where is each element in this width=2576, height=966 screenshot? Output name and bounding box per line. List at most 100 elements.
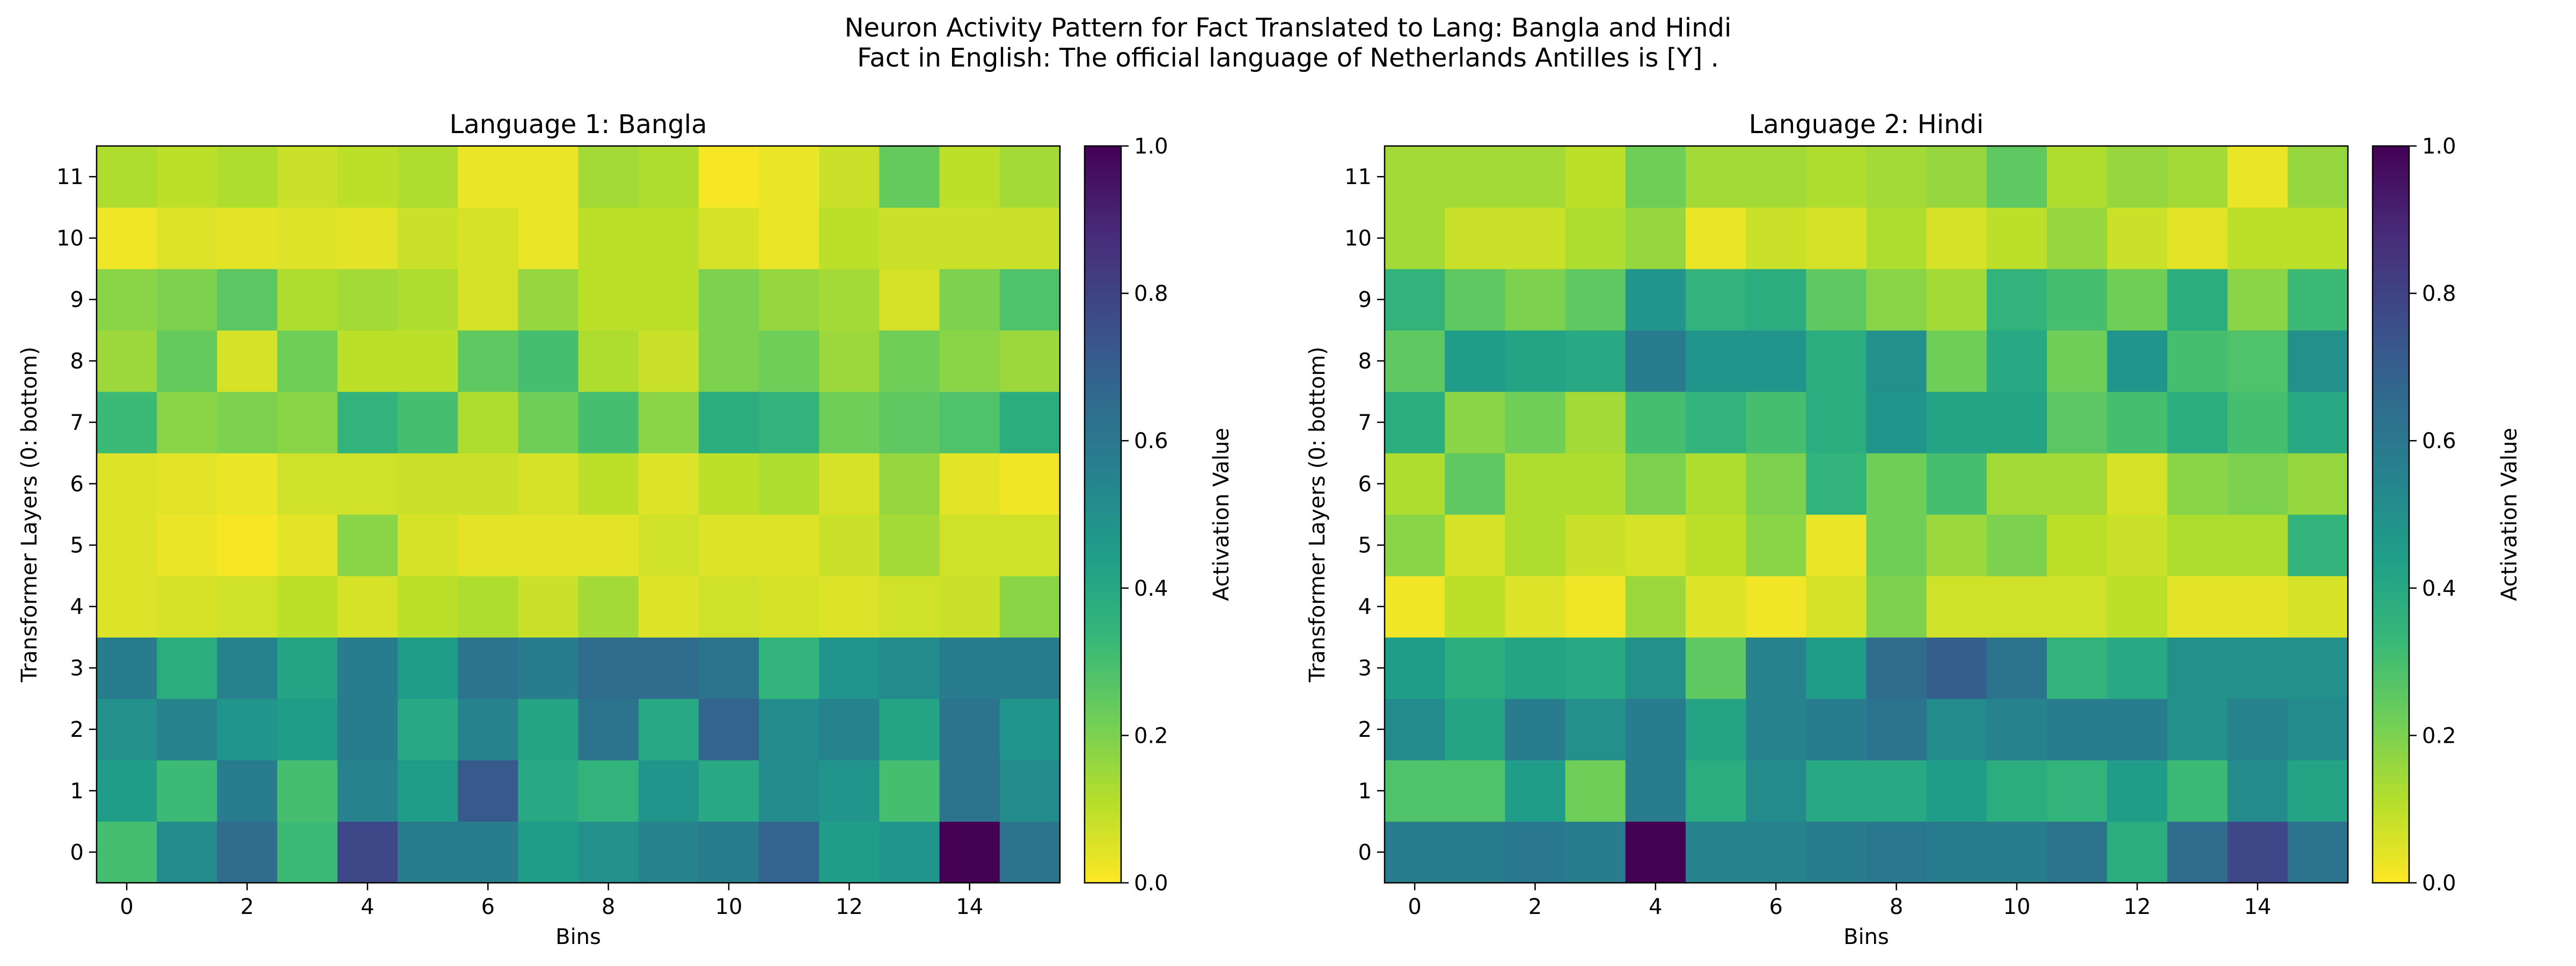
- hindi-cell-layer10-bin2: [1505, 207, 1566, 269]
- hindi-cell-layer8-bin0: [1385, 330, 1445, 392]
- hindi-cell-layer10-bin11: [2047, 207, 2107, 269]
- bangla-cells: [97, 146, 1060, 883]
- bangla-chart-title: Language 1: Bangla: [449, 109, 707, 140]
- bangla-cell-layer5-bin15: [999, 514, 1060, 576]
- hindi-cell-layer11-bin15: [2287, 146, 2348, 208]
- bangla-cell-layer0-bin13: [879, 821, 940, 883]
- hindi-cell-layer1-bin7: [1806, 760, 1867, 822]
- hindi-cell-layer1-bin4: [1625, 760, 1686, 822]
- bangla-cell-layer9-bin15: [999, 268, 1060, 331]
- hindi-colorbar-tick-label-5: 1.0: [2422, 134, 2456, 159]
- hindi-cell-layer3-bin12: [2107, 637, 2168, 699]
- hindi-cell-layer2-bin7: [1806, 698, 1867, 760]
- hindi-cell-layer5-bin14: [2227, 514, 2288, 576]
- hindi-cell-layer3-bin14: [2227, 637, 2288, 699]
- bangla-cell-layer3-bin4: [337, 637, 398, 699]
- hindi-cell-layer6-bin11: [2047, 453, 2107, 515]
- hindi-cell-layer3-bin7: [1806, 637, 1867, 699]
- bangla-cell-layer5-bin5: [397, 514, 458, 576]
- bangla-cell-layer10-bin5: [397, 207, 458, 269]
- bangla-cell-layer4-bin13: [879, 575, 940, 638]
- bangla-cell-layer2-bin12: [819, 698, 880, 760]
- bangla-cell-layer0-bin2: [217, 821, 278, 883]
- hindi-cell-layer10-bin0: [1385, 207, 1445, 269]
- bangla-cell-layer2-bin8: [578, 698, 639, 760]
- bangla-cell-layer11-bin10: [698, 146, 759, 208]
- bangla-cell-layer3-bin1: [157, 637, 217, 699]
- hindi-cell-layer3-bin8: [1866, 637, 1927, 699]
- hindi-cell-layer5-bin7: [1806, 514, 1867, 576]
- bangla-cell-layer9-bin8: [578, 268, 639, 331]
- hindi-cell-layer4-bin15: [2287, 575, 2348, 638]
- hindi-colorbar-tick-label-3: 0.6: [2422, 429, 2456, 453]
- hindi-cell-layer3-bin13: [2167, 637, 2228, 699]
- bangla-cell-layer10-bin11: [759, 207, 819, 269]
- bangla-y-tick-label-5: 5: [70, 533, 84, 558]
- hindi-cell-layer9-bin4: [1625, 268, 1686, 331]
- hindi-plot-frame: [1384, 145, 2349, 884]
- bangla-x-tick-label-12: 12: [836, 895, 863, 919]
- hindi-cell-layer0-bin7: [1806, 821, 1867, 883]
- hindi-cell-layer11-bin5: [1685, 146, 1746, 208]
- bangla-cell-layer10-bin10: [698, 207, 759, 269]
- hindi-cell-layer4-bin9: [1926, 575, 1987, 638]
- hindi-cell-layer4-bin2: [1505, 575, 1566, 638]
- bangla-cell-layer9-bin6: [458, 268, 518, 331]
- hindi-cell-layer11-bin9: [1926, 146, 1987, 208]
- bangla-colorbar-tick-label-0: 0.0: [1134, 871, 1168, 896]
- hindi-cell-layer5-bin10: [1986, 514, 2047, 576]
- hindi-cell-layer2-bin8: [1866, 698, 1927, 760]
- hindi-y-tick-label-9: 9: [1358, 288, 1372, 312]
- bangla-cell-layer10-bin14: [939, 207, 1000, 269]
- bangla-cell-layer5-bin13: [879, 514, 940, 576]
- bangla-cell-layer1-bin14: [939, 760, 1000, 822]
- hindi-cell-layer2-bin13: [2167, 698, 2228, 760]
- hindi-cell-layer7-bin12: [2107, 391, 2168, 453]
- bangla-colorbar-tick-label-5: 1.0: [1134, 134, 1168, 159]
- hindi-y-tick-label-6: 6: [1358, 472, 1372, 496]
- bangla-cell-layer0-bin3: [277, 821, 338, 883]
- hindi-cell-layer7-bin3: [1565, 391, 1626, 453]
- hindi-colorbar-tick-label-1: 0.2: [2422, 723, 2456, 748]
- bangla-cell-layer9-bin12: [819, 268, 880, 331]
- figure-title-line1: Neuron Activity Pattern for Fact Transla…: [844, 13, 1732, 43]
- bangla-cell-layer0-bin7: [518, 821, 579, 883]
- bangla-plot-frame: [96, 145, 1061, 884]
- bangla-cell-layer0-bin15: [999, 821, 1060, 883]
- bangla-cell-layer6-bin9: [638, 453, 699, 515]
- hindi-cell-layer9-bin13: [2167, 268, 2228, 331]
- bangla-cell-layer10-bin1: [157, 207, 217, 269]
- bangla-cell-layer7-bin10: [698, 391, 759, 453]
- hindi-cell-layer10-bin12: [2107, 207, 2168, 269]
- hindi-cell-layer10-bin13: [2167, 207, 2228, 269]
- hindi-cell-layer1-bin2: [1505, 760, 1566, 822]
- hindi-cell-layer6-bin13: [2167, 453, 2228, 515]
- bangla-cell-layer5-bin14: [939, 514, 1000, 576]
- bangla-cell-layer7-bin15: [999, 391, 1060, 453]
- hindi-colorbar: [2372, 145, 2410, 884]
- bangla-cell-layer1-bin12: [819, 760, 880, 822]
- hindi-cell-layer6-bin3: [1565, 453, 1626, 515]
- hindi-cell-layer9-bin0: [1385, 268, 1445, 331]
- bangla-cell-layer6-bin7: [518, 453, 579, 515]
- hindi-cell-layer7-bin4: [1625, 391, 1686, 453]
- hindi-cell-layer9-bin7: [1806, 268, 1867, 331]
- hindi-cell-layer4-bin3: [1565, 575, 1626, 638]
- hindi-y-tick-label-11: 11: [1344, 165, 1372, 189]
- hindi-cell-layer5-bin5: [1685, 514, 1746, 576]
- bangla-cell-layer6-bin0: [97, 453, 157, 515]
- hindi-cell-layer2-bin9: [1926, 698, 1987, 760]
- hindi-cell-layer1-bin14: [2227, 760, 2288, 822]
- hindi-x-tick-label-12: 12: [2124, 895, 2151, 919]
- bangla-cell-layer1-bin3: [277, 760, 338, 822]
- hindi-x-tick-label-2: 2: [1528, 895, 1542, 919]
- hindi-cell-layer7-bin10: [1986, 391, 2047, 453]
- bangla-cell-layer8-bin1: [157, 330, 217, 392]
- bangla-cell-layer3-bin7: [518, 637, 579, 699]
- bangla-cell-layer11-bin13: [879, 146, 940, 208]
- hindi-cell-layer5-bin11: [2047, 514, 2107, 576]
- bangla-cell-layer9-bin5: [397, 268, 458, 331]
- bangla-cell-layer0-bin12: [819, 821, 880, 883]
- hindi-cell-layer0-bin5: [1685, 821, 1746, 883]
- hindi-cell-layer11-bin12: [2107, 146, 2168, 208]
